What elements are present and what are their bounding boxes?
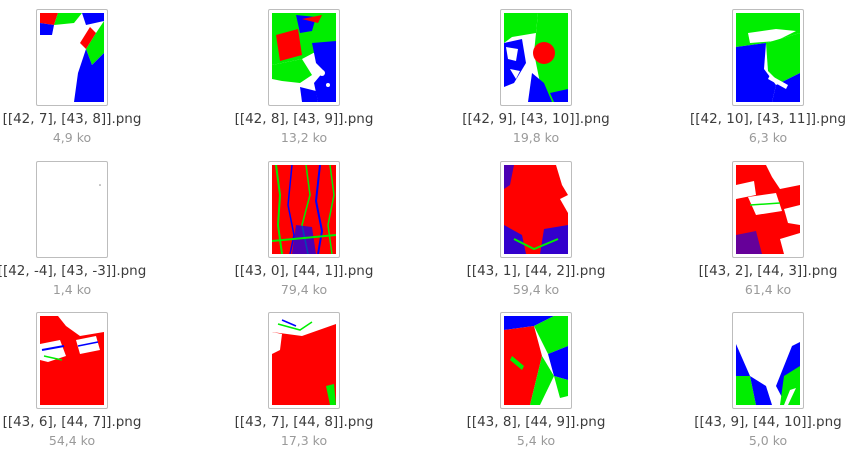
image-thumbnail (732, 9, 804, 106)
file-name: [[42, 10], [43, 11]].png (689, 111, 845, 127)
file-item[interactable]: [[43, 9], [44, 10]].png 5,0 ko (668, 312, 845, 454)
file-item[interactable]: [[42, 8], [43, 9]].png 13,2 ko (204, 9, 404, 159)
file-size: 4,9 ko (52, 130, 92, 145)
image-thumbnail (500, 9, 572, 106)
image-thumbnail (268, 9, 340, 106)
file-size: 19,8 ko (512, 130, 560, 145)
file-size: 5,4 ko (516, 433, 556, 448)
file-size: 54,4 ko (48, 433, 96, 448)
image-thumbnail (500, 161, 572, 258)
file-item[interactable]: [[42, 7], [43, 8]].png 4,9 ko (0, 9, 172, 159)
file-size: 6,3 ko (748, 130, 788, 145)
file-item[interactable]: [[43, 8], [44, 9]].png 5,4 ko (436, 312, 636, 454)
file-name: [[43, 1], [44, 2]].png (466, 263, 606, 279)
file-size: 5,0 ko (748, 433, 788, 448)
file-item[interactable]: [[42, 10], [43, 11]].png 6,3 ko (668, 9, 845, 159)
file-name: [[43, 7], [44, 8]].png (234, 414, 374, 430)
file-size: 59,4 ko (512, 282, 560, 297)
file-item[interactable]: [[43, 6], [44, 7]].png 54,4 ko (0, 312, 172, 454)
file-name: [[43, 6], [44, 7]].png (2, 414, 142, 430)
file-name: [[43, 8], [44, 9]].png (466, 414, 606, 430)
image-thumbnail (732, 161, 804, 258)
image-thumbnail (36, 161, 108, 258)
file-name: [[42, -4], [43, -3]].png (0, 263, 147, 279)
image-thumbnail (36, 9, 108, 106)
file-name: [[42, 7], [43, 8]].png (2, 111, 142, 127)
file-name: [[43, 0], [44, 1]].png (234, 263, 374, 279)
file-size: 13,2 ko (280, 130, 328, 145)
image-thumbnail (732, 312, 804, 409)
file-size: 79,4 ko (280, 282, 328, 297)
file-size: 1,4 ko (52, 282, 92, 297)
file-name: [[43, 9], [44, 10]].png (694, 414, 842, 430)
file-item[interactable]: [[43, 1], [44, 2]].png 59,4 ko (436, 161, 636, 311)
file-name: [[43, 2], [44, 3]].png (698, 263, 838, 279)
file-item[interactable]: [[43, 2], [44, 3]].png 61,4 ko (668, 161, 845, 311)
file-size: 17,3 ko (280, 433, 328, 448)
image-thumbnail (268, 312, 340, 409)
image-thumbnail (500, 312, 572, 409)
file-size: 61,4 ko (744, 282, 792, 297)
image-thumbnail (268, 161, 340, 258)
file-item[interactable]: [[42, 9], [43, 10]].png 19,8 ko (436, 9, 636, 159)
file-item[interactable]: [[42, -4], [43, -3]].png 1,4 ko (0, 161, 172, 311)
file-name: [[42, 9], [43, 10]].png (462, 111, 610, 127)
file-name: [[42, 8], [43, 9]].png (234, 111, 374, 127)
image-thumbnail (36, 312, 108, 409)
file-item[interactable]: [[43, 0], [44, 1]].png 79,4 ko (204, 161, 404, 311)
file-item[interactable]: [[43, 7], [44, 8]].png 17,3 ko (204, 312, 404, 454)
